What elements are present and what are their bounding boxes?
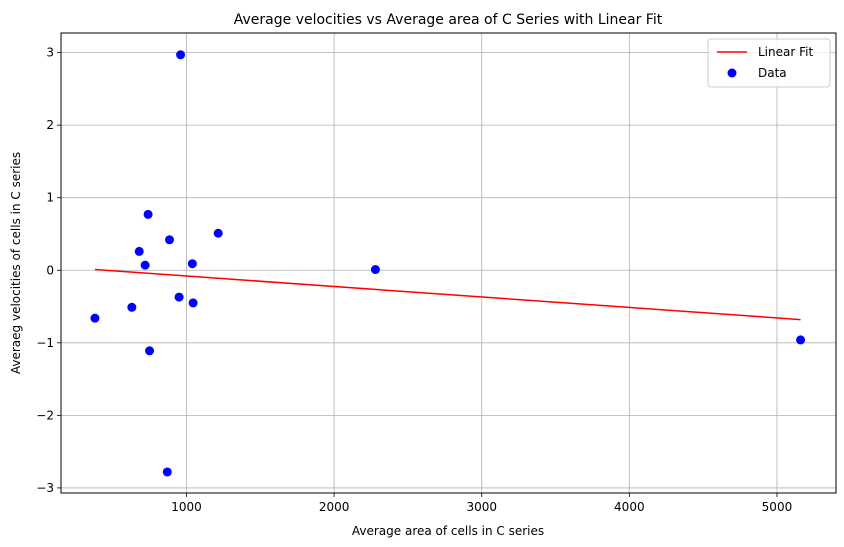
data-point-0 bbox=[90, 313, 100, 323]
y-axis-ticks: −3 −2 −1 0 1 2 3 bbox=[36, 46, 61, 495]
y-tick-label-0: 0 bbox=[46, 263, 54, 277]
legend: Linear Fit Data bbox=[707, 38, 831, 88]
legend-label-linear-fit: Linear Fit bbox=[758, 45, 813, 59]
data-point-11 bbox=[188, 298, 198, 308]
y-tick-label-2: 2 bbox=[46, 118, 54, 132]
data-point-10 bbox=[187, 259, 197, 269]
points-layer bbox=[90, 50, 806, 477]
legend-box bbox=[707, 38, 831, 88]
x-tick-label-3000: 3000 bbox=[466, 500, 497, 514]
grid bbox=[61, 33, 836, 493]
data-point-1 bbox=[127, 302, 137, 312]
y-axis-label: Averaeg velocities of cells in C series bbox=[9, 152, 23, 374]
y-tick-label-1: 1 bbox=[46, 191, 54, 205]
y-tick-label--3: −3 bbox=[36, 481, 54, 495]
plot-frame bbox=[60, 32, 837, 494]
x-tick-label-2000: 2000 bbox=[319, 500, 350, 514]
x-axis-ticks: 1000 2000 3000 4000 5000 bbox=[171, 493, 792, 514]
y-tick-label--1: −1 bbox=[36, 336, 54, 350]
data-point-4 bbox=[143, 209, 153, 219]
data-point-5 bbox=[145, 346, 155, 356]
chart-title: Average velocities vs Average area of C … bbox=[234, 12, 663, 28]
fit-layer bbox=[94, 268, 801, 321]
data-point-13 bbox=[370, 265, 380, 275]
data-point-2 bbox=[134, 246, 144, 256]
linear-fit-line bbox=[94, 268, 801, 321]
data-point-3 bbox=[140, 260, 150, 270]
legend-dot-marker bbox=[727, 68, 737, 78]
x-tick-label-4000: 4000 bbox=[614, 500, 645, 514]
data-point-14 bbox=[796, 335, 806, 345]
y-tick-label-3: 3 bbox=[46, 46, 54, 60]
y-tick-label--2: −2 bbox=[36, 408, 54, 422]
data-point-9 bbox=[176, 50, 186, 60]
x-tick-label-5000: 5000 bbox=[762, 500, 793, 514]
x-axis-label: Average area of cells in C series bbox=[352, 524, 544, 538]
data-point-6 bbox=[162, 467, 172, 477]
legend-label-data: Data bbox=[758, 66, 787, 80]
data-point-7 bbox=[165, 235, 174, 245]
x-tick-label-1000: 1000 bbox=[171, 500, 202, 514]
data-point-12 bbox=[213, 228, 223, 238]
data-point-8 bbox=[174, 292, 184, 302]
